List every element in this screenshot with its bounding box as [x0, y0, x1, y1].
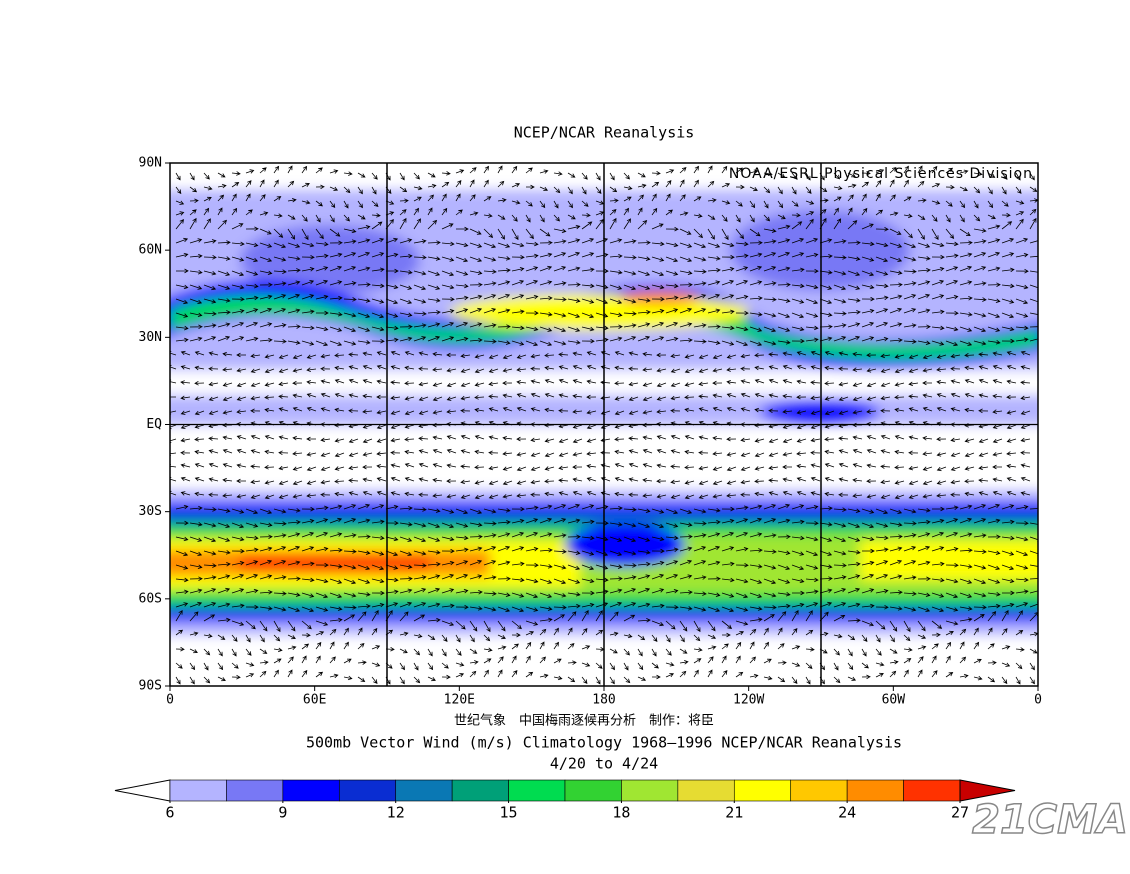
colorbar-box	[338, 779, 397, 802]
colorbar-box	[564, 779, 622, 802]
x-tick-label: 60E	[303, 693, 326, 708]
x-tick-label: 0	[166, 693, 174, 708]
colorbar-box	[790, 779, 848, 802]
colorbar-label: 15	[500, 804, 518, 822]
x-tick-label: 0	[1034, 693, 1042, 708]
colorbar-label: 12	[387, 804, 405, 822]
wind-vectors	[170, 165, 1038, 685]
colorbar-label: 9	[278, 804, 287, 822]
vector-arrows	[170, 165, 1038, 685]
x-tick-label: 60W	[882, 693, 906, 708]
colorbar-label: 18	[612, 804, 630, 822]
colorbar-box	[733, 779, 792, 802]
y-tick-label: EQ	[146, 417, 162, 432]
title: NCEP/NCAR Reanalysis	[514, 124, 695, 142]
colorbar-box	[508, 779, 566, 802]
gridlines	[170, 163, 1038, 686]
x-tick-label: 120W	[733, 693, 764, 708]
colorbar-under	[114, 779, 171, 802]
axes: 0 60E 120E 180 120W 60W 0 90N 60N 30N EQ 30S 60S 90S	[139, 156, 1042, 708]
colorbar-label: 21	[725, 804, 743, 822]
colorbar-box	[395, 779, 453, 802]
colorbar-box	[903, 779, 961, 802]
author-note: 世纪气象 中国梅雨逐候再分析 制作：将臣	[454, 713, 714, 729]
colorbar-box	[451, 779, 509, 802]
colorbar-box	[621, 779, 679, 802]
colorbar-label: 27	[951, 804, 969, 822]
watermark: 21CMA	[972, 797, 1128, 843]
y-tick-label: 60S	[139, 591, 162, 606]
colorbar: 6 9 12 15 18 21 24 27	[114, 779, 1016, 822]
colorbar-box	[677, 779, 735, 802]
y-tick-label: 30N	[139, 330, 162, 345]
colorbar-box	[169, 779, 227, 802]
colorbar-label: 24	[838, 804, 856, 822]
date-range: 4/20 to 4/24	[550, 755, 658, 773]
y-tick-label: 90N	[139, 156, 162, 171]
x-tick-label: 180	[592, 693, 615, 708]
colorbar-box	[282, 779, 340, 802]
colorbar-box	[226, 779, 284, 802]
colorbar-over	[959, 779, 1016, 802]
credit: NOAA/ESRL Physical Sciences Division	[729, 166, 1033, 182]
x-tick-label: 120E	[444, 693, 475, 708]
y-tick-label: 60N	[139, 243, 162, 258]
caption: 500mb Vector Wind (m/s) Climatology 1968…	[306, 734, 902, 752]
y-tick-label: 90S	[139, 679, 162, 694]
colorbar-label: 6	[165, 804, 174, 822]
y-tick-label: 30S	[139, 504, 162, 519]
colorbar-box	[846, 779, 904, 802]
